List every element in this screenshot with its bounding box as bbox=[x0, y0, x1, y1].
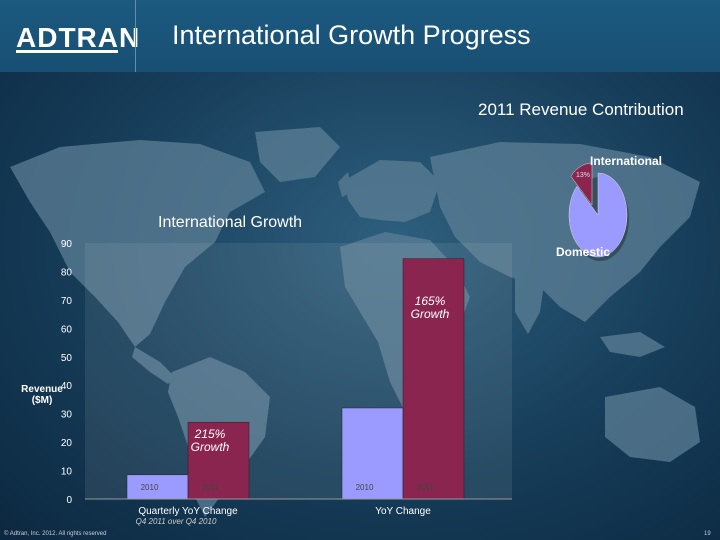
bar-1-2011 bbox=[402, 258, 465, 500]
y-tick-label: 30 bbox=[61, 410, 73, 421]
pie-label-domestic: Domestic bbox=[556, 245, 611, 259]
pie-title: 2011 Revenue Contribution bbox=[478, 100, 684, 119]
y-tick-label: 0 bbox=[66, 495, 72, 506]
y-tick-label: 10 bbox=[61, 467, 73, 478]
growth-label: 215% Growth bbox=[191, 427, 230, 454]
bar-year-label: 2011 bbox=[202, 483, 220, 492]
adtran-logo: ADTRAN bbox=[16, 22, 141, 53]
bar-year-label: 2010 bbox=[356, 483, 374, 492]
logo-underline bbox=[16, 50, 118, 53]
header-bar: ADTRAN International Growth Progress bbox=[0, 0, 720, 72]
group-label: Quarterly YoY Change bbox=[138, 506, 238, 517]
bar-year-label: 2011 bbox=[417, 483, 435, 492]
page-number: 19 bbox=[704, 531, 711, 537]
y-tick-label: 40 bbox=[61, 381, 73, 392]
pie-slice-domestic bbox=[568, 172, 628, 258]
page-title: International Growth Progress bbox=[172, 20, 531, 50]
pie-slice-international bbox=[570, 162, 593, 206]
y-tick-label: 20 bbox=[61, 438, 73, 449]
bar-year-label: 2010 bbox=[141, 483, 159, 492]
bar-0-2011 bbox=[187, 421, 250, 500]
y-tick-label: 50 bbox=[61, 353, 73, 364]
pie-value-international: 13% bbox=[576, 172, 591, 179]
group-label: YoY Change bbox=[375, 506, 431, 517]
growth-label: 165% Growth bbox=[411, 294, 450, 321]
y-tick-label: 90 bbox=[61, 239, 73, 250]
header-divider bbox=[135, 0, 136, 72]
group-sublabel: Q4 2011 over Q4 2010 bbox=[136, 517, 217, 526]
pie-label-international: International bbox=[590, 154, 663, 168]
copyright-text: © Adtran, Inc. 2012. All rights reserved bbox=[4, 531, 107, 537]
y-axis-label: Revenue ($M) bbox=[21, 384, 63, 406]
y-tick-label: 70 bbox=[61, 296, 73, 307]
y-tick-label: 60 bbox=[61, 324, 73, 335]
y-tick-label: 80 bbox=[61, 267, 73, 278]
chart-title: International Growth bbox=[158, 214, 302, 231]
bar-1-2010 bbox=[341, 407, 404, 500]
